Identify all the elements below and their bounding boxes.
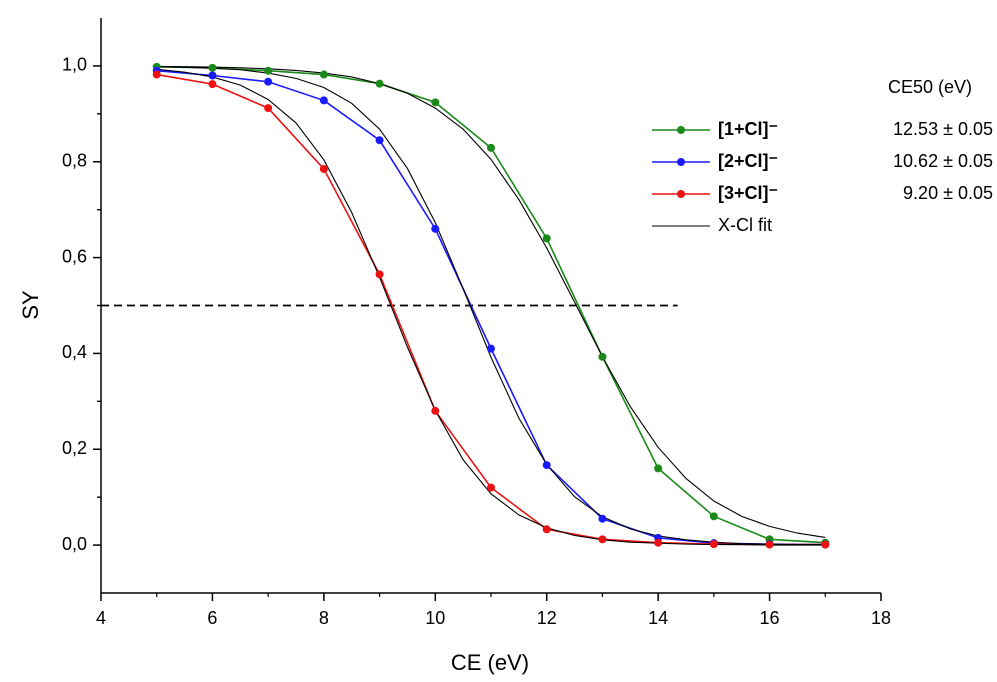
data-point (431, 224, 440, 233)
y-axis-label: SY (18, 290, 43, 320)
legend-ce50: 10.62 ± 0.05 (893, 151, 993, 171)
data-point (821, 540, 830, 549)
data-point (487, 143, 495, 152)
data-point (542, 234, 551, 243)
legend-ce50: 9.20 ± 0.05 (903, 183, 993, 203)
data-point (654, 464, 663, 473)
x-tick-label: 12 (537, 608, 557, 628)
y-tick-label: 0,0 (62, 534, 87, 554)
data-point (375, 79, 384, 88)
legend-header: CE50 (eV) (888, 77, 972, 97)
data-point (709, 540, 718, 549)
data-point (264, 77, 273, 86)
data-point (431, 98, 440, 107)
fit-line (156, 68, 826, 546)
legend-marker (677, 126, 685, 134)
y-tick-label: 0,2 (62, 438, 87, 458)
data-point (765, 540, 774, 549)
y-tick-label: 0,6 (62, 246, 87, 266)
data-point (487, 483, 495, 492)
data-point (264, 104, 273, 113)
data-point (319, 96, 328, 105)
legend-label: [3+Cl]⁻ (718, 183, 778, 203)
legend-marker (677, 190, 685, 198)
data-point (208, 63, 217, 72)
legend-ce50: 12.53 ± 0.05 (893, 119, 993, 139)
legend-marker (677, 158, 685, 166)
data-point (598, 352, 607, 361)
data-point (709, 512, 718, 521)
data-point (542, 525, 551, 534)
y-tick-label: 1,0 (62, 55, 87, 75)
series-line (156, 69, 826, 546)
legend-label: [2+Cl]⁻ (718, 151, 778, 171)
x-tick-label: 4 (96, 608, 106, 628)
x-axis-label: CE (eV) (451, 650, 529, 675)
y-tick-label: 0,4 (62, 342, 87, 362)
data-point (208, 80, 217, 89)
data-point (598, 514, 607, 523)
x-tick-label: 14 (648, 608, 668, 628)
data-point (208, 71, 217, 80)
data-point (542, 461, 551, 470)
legend-label: X-Cl fit (718, 215, 772, 235)
x-tick-label: 18 (871, 608, 891, 628)
data-point (487, 344, 495, 353)
y-tick-label: 0,8 (62, 151, 87, 171)
legend-label: [1+Cl]⁻ (718, 119, 778, 139)
x-tick-label: 16 (760, 608, 780, 628)
data-point (375, 136, 384, 145)
x-tick-label: 6 (207, 608, 217, 628)
data-point (152, 70, 161, 79)
data-point (654, 538, 663, 547)
data-point (375, 270, 384, 279)
data-point (264, 66, 273, 75)
x-tick-label: 10 (425, 608, 445, 628)
data-point (319, 164, 328, 173)
data-point (598, 535, 607, 544)
data-point (431, 406, 440, 415)
x-tick-label: 8 (319, 608, 329, 628)
data-point (319, 70, 328, 79)
